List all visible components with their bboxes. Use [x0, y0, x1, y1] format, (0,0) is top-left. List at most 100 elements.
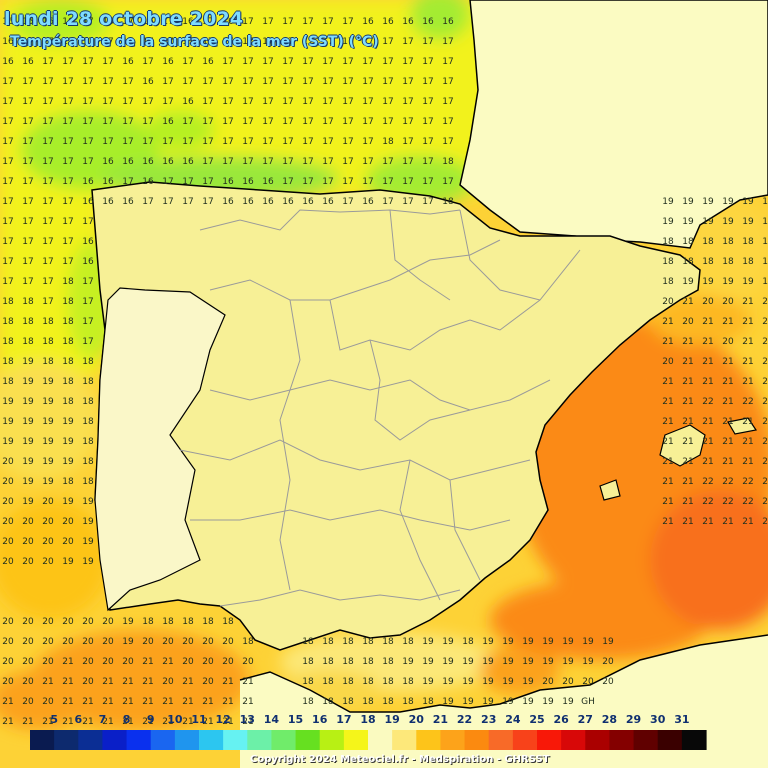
colorbar-label: 13 — [239, 713, 255, 726]
sst-value: 18 — [302, 637, 314, 647]
sst-value: 17 — [282, 157, 293, 167]
sst-value: 17 — [342, 197, 353, 207]
sst-value: 21 — [82, 697, 93, 707]
sst-value: 19 — [22, 417, 34, 427]
sst-value: 20 — [2, 637, 14, 647]
sst-value: 20 — [662, 357, 674, 367]
sst-value: 17 — [302, 157, 313, 167]
sst-value: 21 — [62, 677, 73, 687]
sst-value: 17 — [62, 177, 73, 187]
sst-value: 16 — [122, 157, 134, 167]
sst-value: 17 — [222, 157, 233, 167]
sst-value: 16 — [142, 17, 154, 27]
sst-value: 17 — [62, 257, 73, 267]
sst-value: 17 — [2, 277, 13, 287]
sst-value: 16 — [262, 197, 274, 207]
sst-value: 21 — [62, 697, 73, 707]
sst-value: 21 — [682, 377, 693, 387]
sst-value: 21 — [2, 697, 13, 707]
sst-value: 19 — [742, 217, 754, 227]
sst-value: 16 — [282, 197, 294, 207]
sst-value: 21 — [702, 317, 713, 327]
sst-value: 17 — [402, 37, 413, 47]
sst-value: 21 — [682, 417, 693, 427]
sst-value: 17 — [22, 277, 33, 287]
sst-value: 19 — [602, 637, 614, 647]
sst-value: 17 — [242, 17, 253, 27]
sst-value: 17 — [182, 77, 193, 87]
colorbar-swatch — [681, 730, 707, 750]
sst-value: 18 — [182, 617, 194, 627]
sst-value: 17 — [302, 57, 313, 67]
sst-value: 20 — [662, 297, 674, 307]
sst-value: 21 — [142, 717, 153, 727]
africa-coastline — [239, 634, 768, 713]
sst-value: 20 — [2, 557, 14, 567]
sst-value: 17 — [422, 97, 433, 107]
sst-value: 20 — [82, 617, 94, 627]
sst-value: 18 — [382, 697, 394, 707]
colorbar-swatch — [223, 730, 248, 750]
sst-value: 18 — [722, 237, 734, 247]
sst-value: 21 — [702, 357, 713, 367]
colorbar-label: 22 — [456, 713, 473, 726]
sst-value: 19 — [502, 697, 514, 707]
sst-value: 21 — [742, 377, 753, 387]
sst-value: 19 — [42, 477, 54, 487]
sst-value: 17 — [2, 157, 13, 167]
sst-value: 17 — [82, 97, 93, 107]
sst-value: 19 — [762, 277, 768, 287]
sst-value: 20 — [42, 497, 54, 507]
sst-value: 17 — [442, 37, 453, 47]
sst-value: 18 — [382, 677, 394, 687]
sst-value: 21 — [222, 677, 233, 687]
sst-value: 19 — [2, 437, 14, 447]
sst-value: 16 — [162, 117, 174, 127]
sst-value: 20 — [42, 557, 54, 567]
sst-value: 18 — [662, 257, 674, 267]
sst-value: 17 — [142, 117, 153, 127]
sst-value: 17 — [282, 97, 293, 107]
sst-value: 20 — [22, 677, 34, 687]
sst-value: 19 — [2, 397, 14, 407]
sst-value: 20 — [542, 677, 554, 687]
sst-value: 20 — [2, 657, 14, 667]
sst-value: 17 — [2, 97, 13, 107]
sst-value: 18 — [82, 477, 94, 487]
sst-value: 17 — [22, 197, 33, 207]
colorbar-label: 25 — [529, 713, 545, 726]
colorbar-label: 6 — [74, 713, 83, 726]
sst-value: 19 — [762, 217, 768, 227]
colorbar-label: 8 — [122, 713, 131, 726]
sst-value: 17 — [222, 97, 233, 107]
sst-value: 16 — [262, 177, 274, 187]
sst-value: 21 — [742, 417, 753, 427]
sst-value: 21 — [682, 497, 693, 507]
sst-value: 19 — [22, 437, 34, 447]
sst-value: 19 — [562, 637, 574, 647]
sst-value: 19 — [482, 697, 494, 707]
sst-value: 19 — [42, 457, 54, 467]
sst-value: 21 — [122, 697, 133, 707]
sst-value: 19 — [662, 217, 674, 227]
sst-value: 17 — [2, 177, 13, 187]
sst-value: 16 — [2, 17, 14, 27]
sst-value: 17 — [282, 57, 293, 67]
sst-value: 19 — [662, 197, 674, 207]
sst-value: 17 — [302, 137, 313, 147]
sst-value: 17 — [222, 137, 233, 147]
colorbar — [30, 730, 707, 750]
sst-value: 18 — [702, 237, 714, 247]
colorbar-label: 23 — [481, 713, 497, 726]
sst-value: 17 — [442, 117, 453, 127]
colorbar-swatch — [633, 730, 659, 750]
sst-value: 18 — [402, 697, 414, 707]
sst-value: 19 — [22, 497, 34, 507]
sst-value: 17 — [42, 177, 53, 187]
sst-value: 17 — [322, 17, 333, 27]
sst-value: 20 — [582, 677, 594, 687]
sst-value: 18 — [762, 237, 768, 247]
sst-value: 18 — [202, 617, 214, 627]
sst-value: 16 — [142, 157, 154, 167]
sst-value: 17 — [202, 37, 213, 47]
